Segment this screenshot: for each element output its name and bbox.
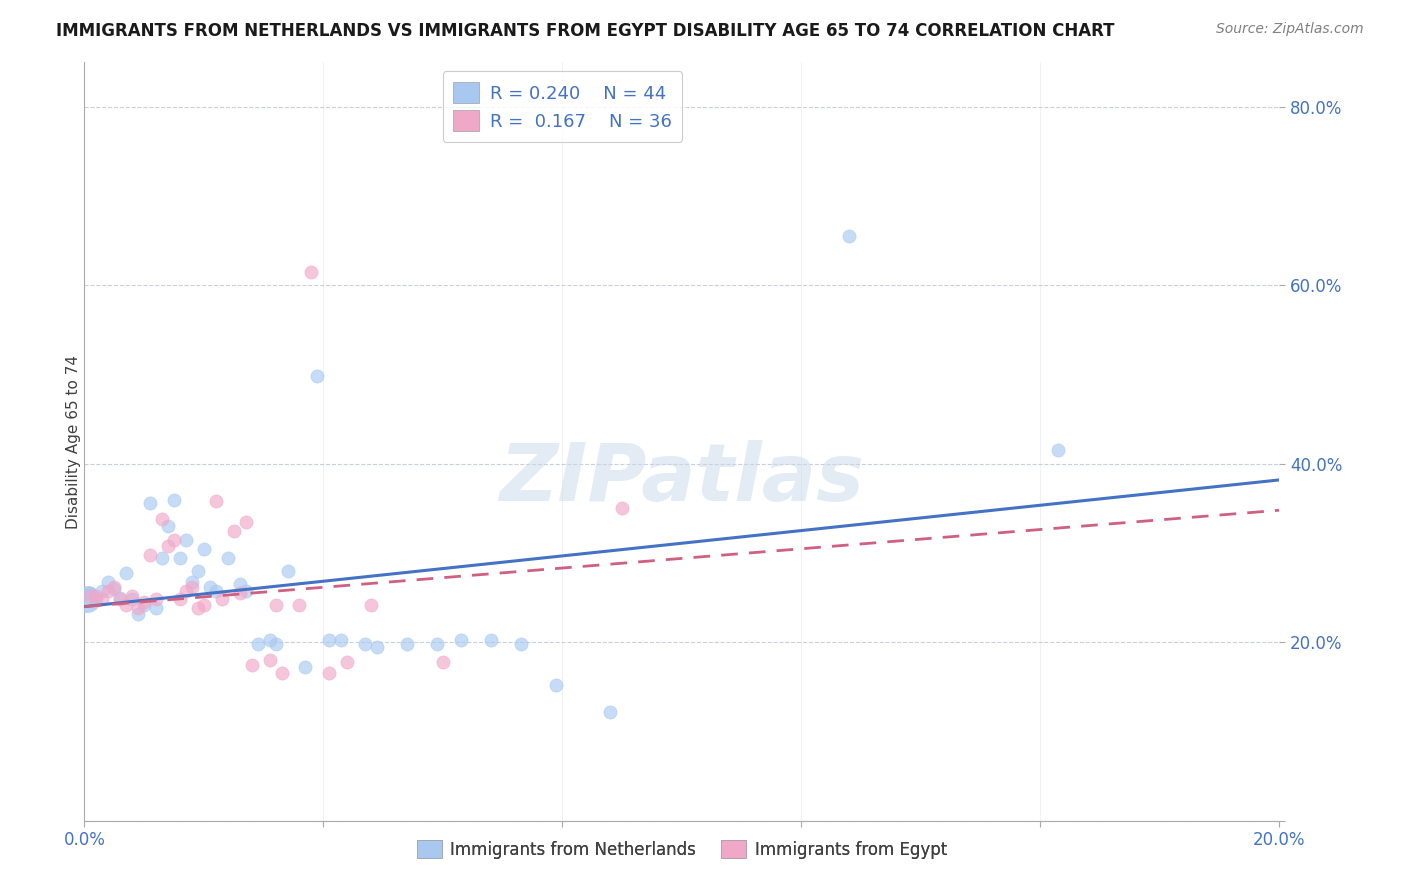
Point [163, 533, 186, 547]
Point [169, 592, 191, 607]
Point [318, 666, 340, 681]
Point [181, 580, 204, 594]
Point [432, 655, 454, 669]
Point [228, 577, 252, 591]
Point [79, 586, 101, 600]
Point [187, 601, 209, 615]
Point [150, 512, 173, 526]
Point [110, 592, 132, 607]
Point [396, 637, 419, 651]
Point [174, 533, 197, 547]
Point [599, 705, 621, 719]
Y-axis label: Disability Age 65 to 74: Disability Age 65 to 74 [66, 354, 80, 529]
Point [307, 369, 329, 384]
Point [318, 633, 340, 648]
Point [139, 496, 162, 510]
Point [264, 598, 287, 612]
Point [145, 592, 167, 607]
Legend: Immigrants from Netherlands, Immigrants from Egypt: Immigrants from Netherlands, Immigrants … [411, 833, 953, 865]
Point [270, 666, 292, 681]
Point [91, 592, 114, 607]
Point [366, 640, 388, 654]
Point [181, 574, 204, 589]
Point [612, 501, 634, 516]
Point [76, 592, 98, 607]
Point [121, 592, 143, 607]
Point [205, 583, 228, 598]
Point [198, 580, 221, 594]
Point [127, 601, 149, 615]
Point [240, 657, 263, 672]
Text: Source: ZipAtlas.com: Source: ZipAtlas.com [1216, 22, 1364, 37]
Point [450, 633, 472, 648]
Point [426, 637, 449, 651]
Point [91, 583, 114, 598]
Point [222, 524, 245, 538]
Point [174, 583, 197, 598]
Point [838, 229, 860, 244]
Point [132, 598, 156, 612]
Point [264, 637, 287, 651]
Point [139, 548, 162, 562]
Point [145, 601, 167, 615]
Point [157, 519, 180, 533]
Point [259, 633, 281, 648]
Point [121, 589, 143, 603]
Point [360, 598, 382, 612]
Point [187, 564, 209, 578]
Point [193, 598, 215, 612]
Point [246, 637, 269, 651]
Point [169, 550, 191, 565]
Point [97, 574, 120, 589]
Point [132, 595, 156, 609]
Point [193, 541, 215, 556]
Point [103, 580, 125, 594]
Point [79, 589, 101, 603]
Point [205, 494, 228, 508]
Point [336, 655, 359, 669]
Point [86, 589, 108, 603]
Point [509, 637, 531, 651]
Point [294, 660, 316, 674]
Text: ZIPatlas: ZIPatlas [499, 441, 865, 518]
Point [235, 515, 257, 529]
Point [217, 550, 239, 565]
Point [277, 564, 299, 578]
Point [163, 492, 186, 507]
Point [115, 598, 138, 612]
Point [288, 598, 311, 612]
Point [235, 583, 257, 598]
Point [354, 637, 377, 651]
Text: IMMIGRANTS FROM NETHERLANDS VS IMMIGRANTS FROM EGYPT DISABILITY AGE 65 TO 74 COR: IMMIGRANTS FROM NETHERLANDS VS IMMIGRANT… [56, 22, 1115, 40]
Point [546, 678, 568, 692]
Point [97, 583, 120, 598]
Point [330, 633, 353, 648]
Point [127, 607, 149, 621]
Point [479, 633, 502, 648]
Point [115, 566, 138, 580]
Point [110, 591, 132, 605]
Point [301, 265, 323, 279]
Point [1047, 443, 1070, 458]
Point [211, 592, 233, 607]
Point [86, 592, 108, 607]
Point [228, 586, 252, 600]
Point [259, 653, 281, 667]
Point [157, 539, 180, 553]
Point [150, 550, 173, 565]
Point [103, 582, 125, 596]
